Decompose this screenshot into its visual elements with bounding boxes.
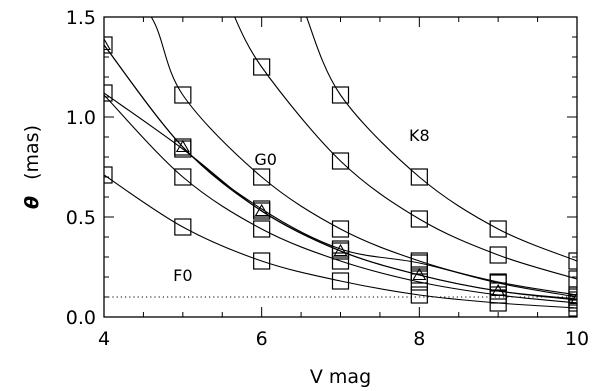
- data-point-square: [104, 84, 113, 102]
- data-point-square: [489, 273, 507, 291]
- annotation-f0: F0: [173, 266, 192, 285]
- data-point-square: [253, 252, 271, 270]
- data-point-triangle: [175, 139, 190, 153]
- data-point-square: [331, 272, 350, 290]
- data-point-square: [410, 286, 428, 304]
- x-tick-label: 6: [256, 328, 268, 350]
- y-tick-label: 1.0: [66, 107, 96, 129]
- data-point-square: [253, 58, 271, 76]
- data-point-square: [174, 168, 192, 186]
- data-point-square: [331, 152, 350, 170]
- x-tick-label: 10: [565, 328, 589, 350]
- data-point-square: [104, 36, 113, 54]
- annotation-k8: K8: [409, 126, 430, 145]
- data-point-triangle: [104, 37, 111, 51]
- data-point-square: [410, 266, 428, 284]
- data-point-square: [174, 218, 192, 236]
- data-point-square: [410, 168, 428, 186]
- data-point-triangle: [254, 203, 269, 217]
- data-point-square: [174, 86, 192, 104]
- x-axis-title: V mag: [310, 366, 371, 388]
- data-point-square: [568, 270, 577, 288]
- data-point-square: [331, 240, 350, 258]
- markers-layer: [104, 36, 577, 317]
- data-point-square: [331, 86, 350, 104]
- y-axis-title: θ (mas): [21, 125, 43, 209]
- series-curve-7: [306, 17, 577, 262]
- data-point-square: [331, 220, 350, 238]
- annotation-g0: G0: [254, 150, 277, 169]
- data-point-square: [331, 252, 350, 270]
- y-axis-unit: (mas): [21, 125, 43, 180]
- data-point-square: [489, 246, 507, 264]
- data-point-square: [489, 220, 507, 238]
- series-curve-6: [234, 17, 577, 280]
- data-point-triangle: [333, 243, 348, 257]
- y-tick-label: 0.0: [66, 307, 96, 329]
- data-point-triangle: [570, 291, 577, 305]
- x-tick-label: 8: [413, 328, 425, 350]
- data-point-square: [568, 286, 577, 304]
- data-point-triangle: [412, 267, 427, 281]
- data-point-square: [410, 252, 428, 270]
- data-point-square: [410, 210, 428, 228]
- data-point-square: [253, 200, 271, 218]
- data-point-square: [174, 138, 192, 156]
- y-tick-label: 0.5: [66, 207, 96, 229]
- data-point-square: [568, 252, 577, 270]
- y-axis-symbol: θ: [21, 196, 43, 209]
- plot-frame: [103, 16, 578, 318]
- x-tick-label: 4: [98, 328, 110, 350]
- series-curve-5: [150, 17, 577, 296]
- data-point-square: [253, 220, 271, 238]
- data-point-square: [253, 168, 271, 186]
- y-tick-label: 1.5: [66, 7, 96, 29]
- ticks-layer: 4 6 8 10 0.0 0.5 1.0 1.5 F0 G0 K8: [66, 7, 589, 350]
- data-point-square: [104, 166, 113, 184]
- svg-text:θ (mas): θ (mas): [21, 125, 43, 209]
